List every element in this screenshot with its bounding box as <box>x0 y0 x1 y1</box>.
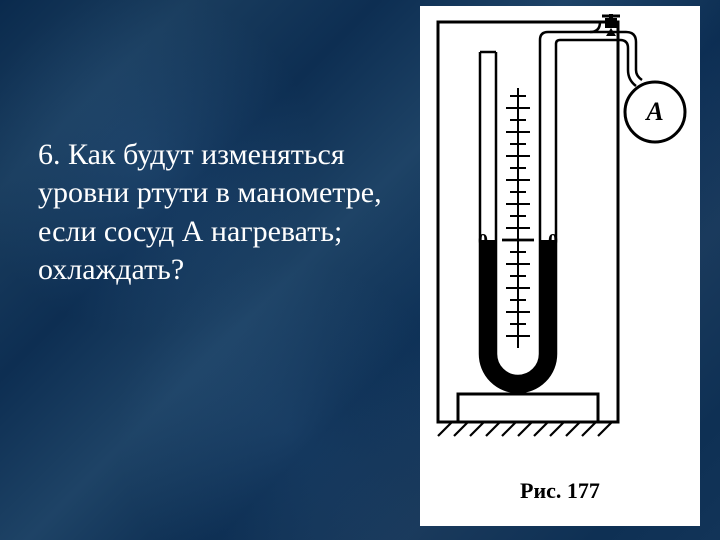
manometer-diagram: 0 0 A <box>430 14 690 464</box>
scale-zero-left: 0 <box>478 230 488 252</box>
figure-panel: 0 0 A Рис. 177 <box>420 6 700 526</box>
figure-caption: Рис. 177 <box>420 478 700 504</box>
scale-zero-right: 0 <box>548 230 558 252</box>
slide: 6. Как будут изменяться уровни ртути в м… <box>0 0 720 540</box>
vessel-label: A <box>644 97 663 126</box>
question-text: 6. Как будут изменяться уровни ртути в м… <box>38 136 408 290</box>
